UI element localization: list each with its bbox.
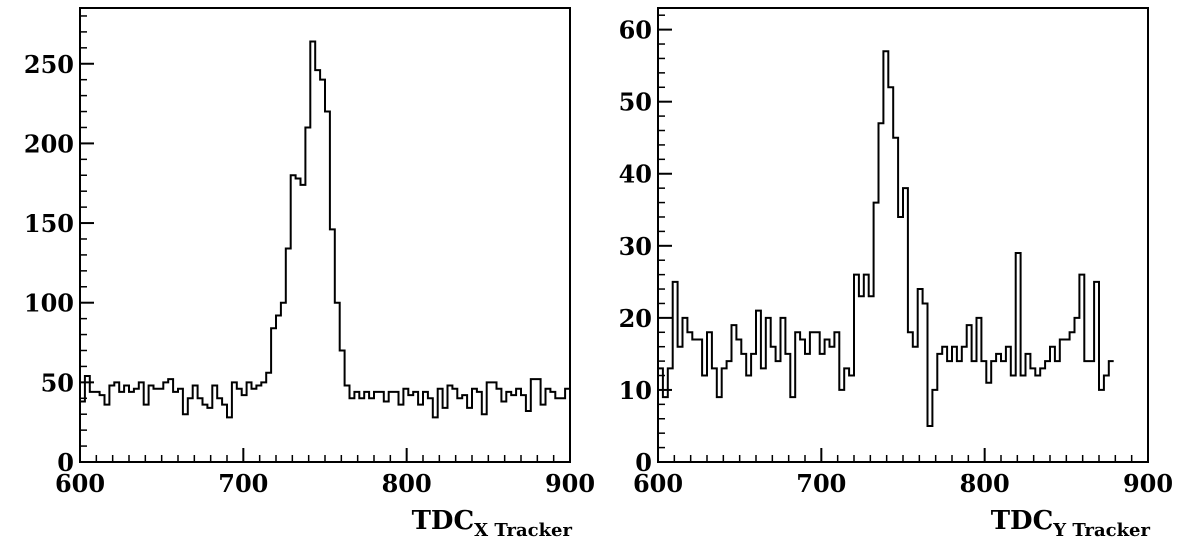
- right-plot-frame: [657, 7, 1149, 463]
- x-tick-label: 900: [545, 469, 595, 498]
- y-tick-label: 100: [24, 289, 74, 318]
- y-tick-label: 0: [635, 448, 652, 477]
- left-histogram-panel: 0 50 100 150 200 250 600 700 800 900 TDCX Tracker: [24, 7, 595, 539]
- right-histogram-series: [658, 50, 1114, 427]
- x-tick-label: 700: [796, 469, 846, 498]
- y-tick-label: 0: [57, 448, 74, 477]
- right-histogram-panel: 0 10 20 30 40 50 60 600 700 800 900 TDCY Tracker: [619, 7, 1173, 539]
- y-tick-label: 10: [619, 376, 652, 405]
- y-tick-label: 30: [619, 232, 652, 261]
- x-tick-label: 800: [382, 469, 432, 498]
- x-axis-title: TDCX Tracker: [412, 506, 573, 539]
- x-axis-title-main: TDC: [991, 506, 1054, 536]
- x-axis-title-subscript: X Tracker: [474, 520, 572, 539]
- y-tick-label: 200: [24, 129, 74, 158]
- x-tick-label: 600: [633, 469, 683, 498]
- y-tick-label: 250: [24, 50, 74, 79]
- left-histogram-series: [80, 40, 571, 419]
- x-axis-title-main: TDC: [412, 506, 475, 536]
- x-axis-title: TDCY Tracker: [991, 506, 1151, 539]
- x-axis-title-subscript: Y Tracker: [1052, 520, 1150, 539]
- y-tick-label: 60: [619, 16, 652, 45]
- x-tick-label: 800: [960, 469, 1010, 498]
- y-tick-label: 50: [619, 88, 652, 117]
- y-tick-label: 150: [24, 209, 74, 238]
- x-tick-label: 600: [55, 469, 105, 498]
- y-tick-label: 40: [619, 160, 652, 189]
- y-tick-label: 50: [41, 368, 74, 397]
- x-tick-label: 700: [218, 469, 268, 498]
- left-plot-frame: [79, 7, 571, 463]
- y-tick-label: 20: [619, 304, 652, 333]
- x-tick-label: 900: [1123, 469, 1173, 498]
